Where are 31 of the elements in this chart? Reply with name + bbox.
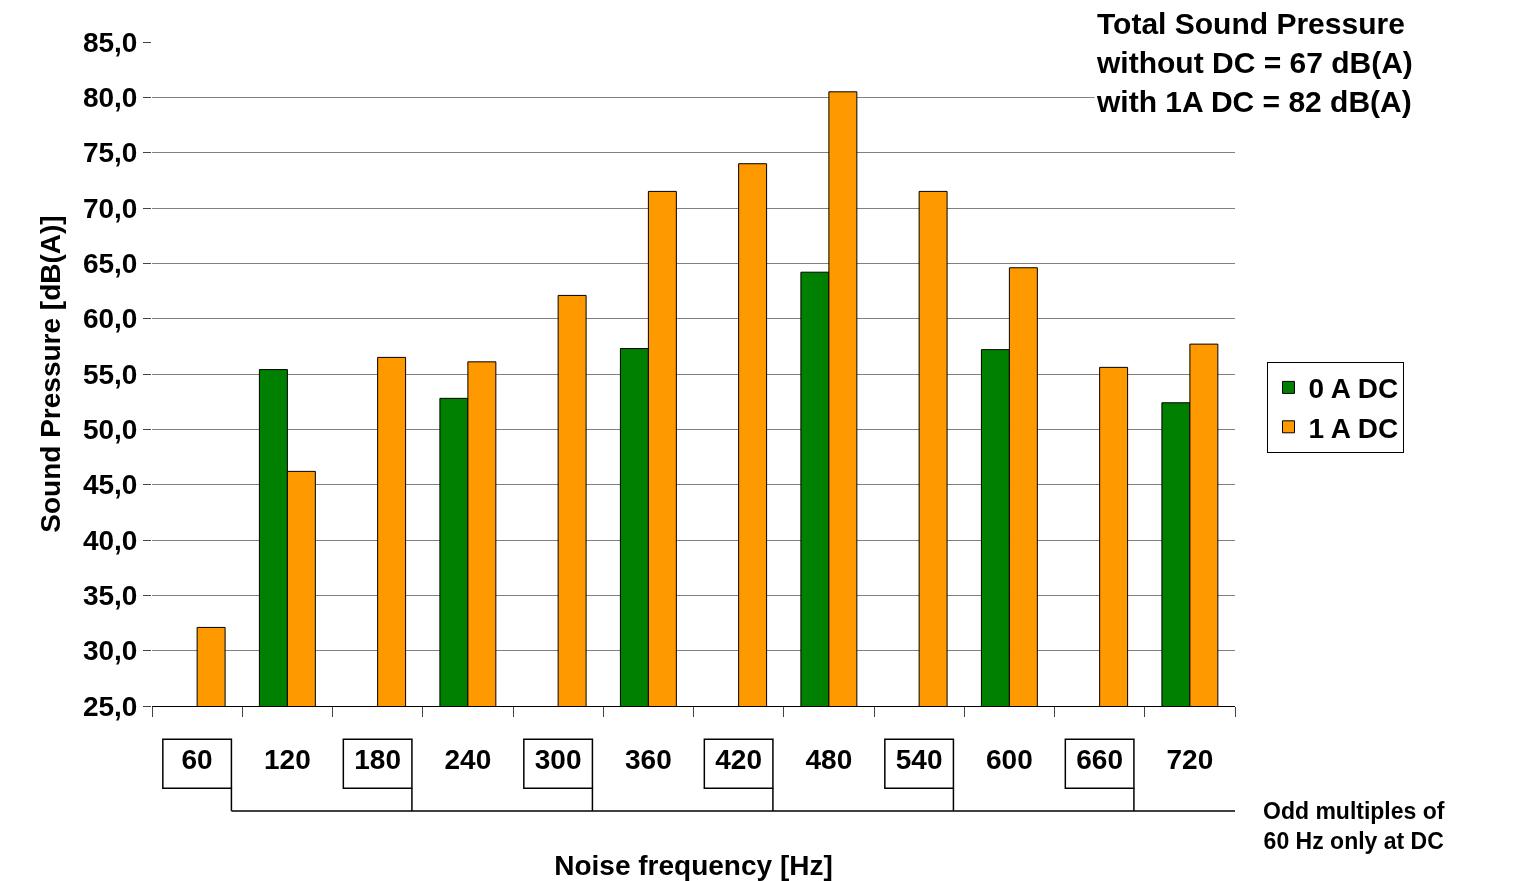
y-tick-label: 60,0 [82,303,138,335]
y-tick-label: 55,0 [82,358,138,390]
chart-title: Total Sound Pressure without DC = 67 dB(A) with 1A DC = 82 dB(A) [1096,7,1413,118]
x-tick-label: 540 [895,743,943,775]
x-tick-label: 60 [181,743,213,775]
y-tick-label: 35,0 [82,580,138,612]
y-tick-label: 30,0 [82,635,138,667]
y-axis-title: Sound Pressure [dB(A)] [34,215,66,533]
x-tick-label: 240 [444,743,492,775]
y-tick-label: 25,0 [82,690,138,722]
legend-label: 0 A DC [1308,373,1399,405]
x-tick-label: 180 [354,743,401,775]
text: Odd multiples of 60 Hz only at DC [1263,798,1445,854]
x-axis-title: Noise frequency [Hz] [554,850,833,881]
legend-label: 1 A DC [1308,412,1399,444]
y-tick-label: 70,0 [82,192,138,224]
x-tick-label: 660 [1076,743,1123,775]
y-tick-label: 50,0 [82,414,138,446]
x-tick-label: 420 [715,743,762,775]
y-tick-label: 65,0 [82,248,138,280]
y-tick-label: 80,0 [82,82,138,114]
y-tick-label: 75,0 [82,137,138,169]
x-tick-label: 720 [1166,743,1214,775]
x-tick-label: 120 [264,743,311,775]
y-tick-label: 85,0 [82,26,138,58]
y-tick-label: 45,0 [82,469,138,501]
x-tick-label: 300 [534,743,582,775]
y-tick-label: 40,0 [82,524,138,556]
x-tick-label: 480 [805,743,853,775]
x-tick-label: 360 [625,743,672,775]
x-tick-label: 600 [986,743,1033,775]
